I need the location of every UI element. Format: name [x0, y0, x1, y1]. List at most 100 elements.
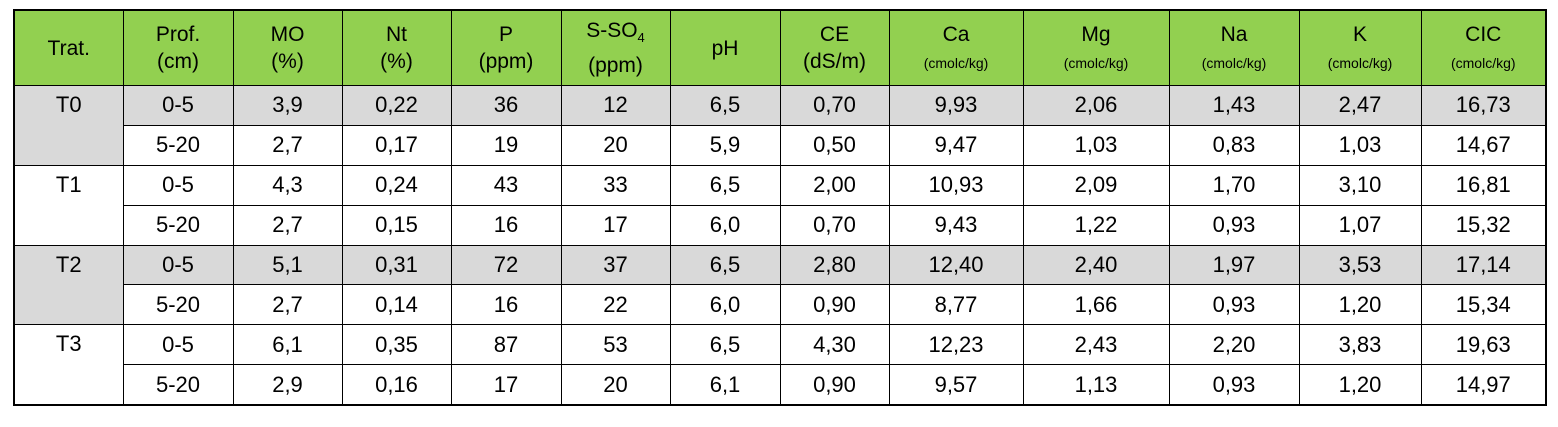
header-unit: (cmolc/kg): [1201, 55, 1267, 71]
table-cell: 5-20: [122, 364, 234, 406]
table-row: T0 0-5 3,9 0,22 36 12 6,5 0,70 9,93 2,06 1,43 2,47 1…: [13, 85, 1547, 166]
table-cell: 1,03: [1298, 124, 1422, 166]
table-cell: 0,15: [341, 204, 452, 246]
table-cell: 3,10: [1298, 164, 1422, 206]
table-cell: 2,40: [1022, 244, 1170, 286]
table-cell: 2,20: [1168, 324, 1300, 366]
table-cell: 16: [450, 204, 562, 246]
table-cell: 3,9: [232, 85, 343, 126]
treatment-cell: T2: [13, 244, 124, 326]
treatment-cell: T1: [13, 164, 124, 246]
table-cell: 0-5: [122, 85, 234, 126]
table-cell: 12: [560, 85, 671, 126]
header-unit: (cmolc/kg): [1327, 55, 1393, 71]
table-cell: 2,43: [1022, 324, 1170, 366]
table-cell: 6,5: [669, 244, 781, 286]
table-cell: 17,14: [1420, 244, 1547, 286]
header-cell: P (ppm): [450, 9, 562, 86]
table-cell: 4,3: [232, 164, 343, 206]
table-cell: 0,24: [341, 164, 452, 206]
table-cell: 0,22: [341, 85, 452, 126]
table-cell: 0,14: [341, 284, 452, 326]
header-unit: (cmolc/kg): [923, 55, 989, 71]
table-cell: 4,30: [779, 324, 890, 366]
table-cell: 0-5: [122, 164, 234, 206]
table-row: 5-20 2,7 0,15 16 17 6,0 0,70 9,43 1,22 0,93 1,07 15…: [14, 204, 1547, 246]
header-label: Mg: [1081, 23, 1111, 46]
table-cell: 15,32: [1420, 204, 1547, 246]
table-cell: 20: [560, 364, 671, 406]
header-cell: Nt (%): [341, 9, 452, 86]
table-cell: 5,9: [669, 124, 781, 166]
table-cell: 3,53: [1298, 244, 1422, 286]
table-cell: 2,09: [1022, 164, 1170, 206]
table-cell: 2,06: [1022, 85, 1170, 126]
table-cell: 19: [450, 124, 562, 166]
table-cell: 1,20: [1298, 284, 1422, 326]
header-label: Ca: [942, 23, 970, 46]
table-cell: 0,93: [1168, 204, 1300, 246]
table-cell: 6,0: [669, 204, 781, 246]
table-cell: 33: [560, 164, 671, 206]
table-cell: 87: [450, 324, 562, 366]
header-label: CIC: [1465, 23, 1502, 46]
table-cell: 1,20: [1298, 364, 1422, 406]
table-cell: 1,66: [1022, 284, 1170, 326]
table-cell: 1,43: [1168, 85, 1300, 126]
header-unit: (ppm): [478, 50, 534, 73]
table-cell: 9,93: [888, 85, 1024, 126]
table-cell: 19,63: [1420, 324, 1547, 366]
table-cell: 2,00: [779, 164, 890, 206]
table-row: T2 0-5 5,1 0,31 72 37 6,5 2,80 12,40 2,40 1,97 3,53…: [13, 244, 1547, 326]
table-cell: 0,70: [779, 85, 890, 126]
header-cell: pH: [669, 9, 781, 86]
table-cell: 8,77: [888, 284, 1024, 326]
table-cell: 0,17: [341, 124, 452, 166]
table-cell: 17: [450, 364, 562, 406]
header-label: CE: [819, 23, 850, 46]
table-cell: 2,9: [232, 364, 343, 406]
table-cell: 0,83: [1168, 124, 1300, 166]
table-cell: 17: [560, 204, 671, 246]
table-body: T0 0-5 3,9 0,22 36 12 6,5 0,70 9,93 2,06 1,43 2,47 1…: [13, 85, 1547, 406]
table-cell: 1,97: [1168, 244, 1300, 286]
table-cell: 0,31: [341, 244, 452, 286]
table-cell: 53: [560, 324, 671, 366]
table-cell: 6,5: [669, 164, 781, 206]
table-cell: 43: [450, 164, 562, 206]
table-cell: 0-5: [122, 324, 234, 366]
table-row: 5-20 2,7 0,17 19 20 5,9 0,50 9,47 1,03 0,83 1,03 14…: [14, 124, 1547, 166]
table-cell: 14,97: [1420, 364, 1547, 406]
table-cell: 12,40: [888, 244, 1024, 286]
header-unit: (%): [380, 50, 413, 73]
table-cell: 72: [450, 244, 562, 286]
table-cell: 0,50: [779, 124, 890, 166]
header-unit: (ppm): [588, 53, 643, 77]
header-cell: Ca (cmolc/kg): [888, 9, 1024, 86]
table-row: 5-20 2,7 0,14 16 22 6,0 0,90 8,77 1,66 0,93 1,20 15…: [14, 284, 1547, 326]
table-cell: 2,80: [779, 244, 890, 286]
table-cell: 0,93: [1168, 364, 1300, 406]
header-cell: CE (dS/m): [779, 9, 890, 86]
table-cell: 37: [560, 244, 671, 286]
table-cell: 9,57: [888, 364, 1024, 406]
header-label: Na: [1220, 23, 1248, 46]
header-cell: MO (%): [232, 9, 343, 86]
header-subscript: 4: [637, 30, 645, 46]
table-row: 5-20 2,9 0,16 17 20 6,1 0,90 9,57 1,13 0,93 1,20 14…: [14, 364, 1547, 406]
table-cell: 6,5: [669, 324, 781, 366]
table-cell: 1,22: [1022, 204, 1170, 246]
header-cell: CIC (cmolc/kg): [1420, 9, 1547, 86]
table-cell: 6,1: [232, 324, 343, 366]
table-cell: 0,70: [779, 204, 890, 246]
table-cell: 0,93: [1168, 284, 1300, 326]
table-cell: 2,7: [232, 204, 343, 246]
table-cell: 2,47: [1298, 85, 1422, 126]
header-label: P: [498, 23, 513, 46]
table-cell: 1,07: [1298, 204, 1422, 246]
table-cell: 10,93: [888, 164, 1024, 206]
treatment-cell: T3: [13, 324, 124, 406]
header-label: Trat.: [47, 36, 90, 60]
header-cell: Prof. (cm): [122, 9, 234, 86]
table-cell: 12,23: [888, 324, 1024, 366]
